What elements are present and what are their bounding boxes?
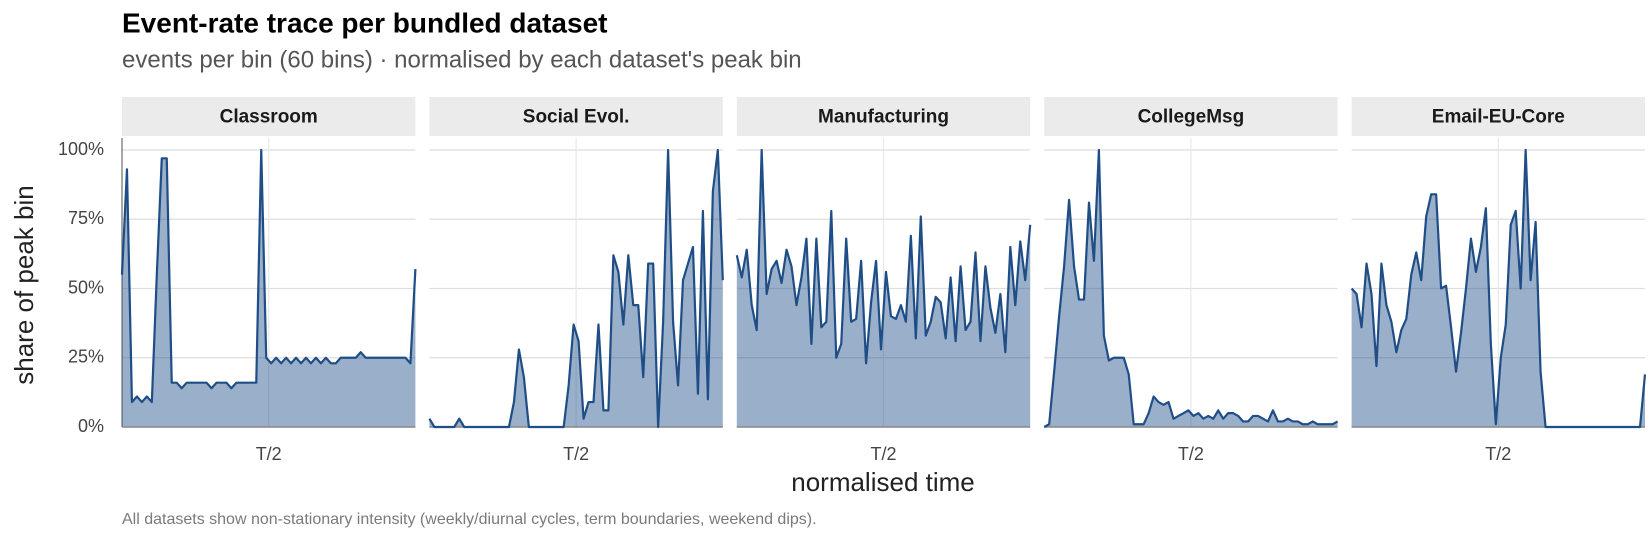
x-axis-title: normalised time bbox=[791, 467, 975, 497]
x-tick-label: T/2 bbox=[1485, 444, 1511, 464]
y-axis-title: share of peak bin bbox=[9, 185, 39, 384]
area-fill bbox=[736, 150, 1031, 427]
y-tick-label: 25% bbox=[68, 347, 104, 367]
area-line bbox=[428, 148, 724, 429]
area-line bbox=[735, 148, 1032, 365]
facet-strip bbox=[736, 97, 1031, 136]
caption: All datasets show non-stationary intensi… bbox=[122, 511, 817, 528]
facet-strip bbox=[429, 97, 723, 136]
facet-strip bbox=[122, 97, 416, 136]
chart-title: Event-rate trace per bundled dataset bbox=[122, 7, 607, 38]
facet-title: Classroom bbox=[220, 107, 318, 128]
area-line bbox=[1043, 148, 1339, 428]
facet-title: Social Evol. bbox=[523, 107, 630, 128]
area-line bbox=[1350, 148, 1647, 429]
y-tick-label: 0% bbox=[78, 416, 104, 436]
chart-subtitle: events per bin (60 bins) · normalised by… bbox=[122, 46, 802, 73]
area-fill bbox=[1351, 150, 1645, 427]
y-tick-label: 75% bbox=[68, 208, 104, 228]
facet-title: Manufacturing bbox=[818, 107, 949, 128]
x-tick-label: T/2 bbox=[870, 444, 896, 464]
y-tick-label: 100% bbox=[58, 139, 104, 159]
x-tick-label: T/2 bbox=[256, 444, 282, 464]
area-line bbox=[120, 148, 417, 404]
x-tick-label: T/2 bbox=[1178, 444, 1204, 464]
y-tick-label: 50% bbox=[68, 277, 104, 297]
facet-title: Email-EU-Core bbox=[1432, 107, 1565, 128]
facet-strip bbox=[1044, 97, 1338, 136]
area-fill bbox=[429, 150, 723, 427]
facet-title: CollegeMsg bbox=[1138, 107, 1245, 128]
x-tick-label: T/2 bbox=[563, 444, 589, 464]
facet-strip bbox=[1351, 97, 1645, 136]
